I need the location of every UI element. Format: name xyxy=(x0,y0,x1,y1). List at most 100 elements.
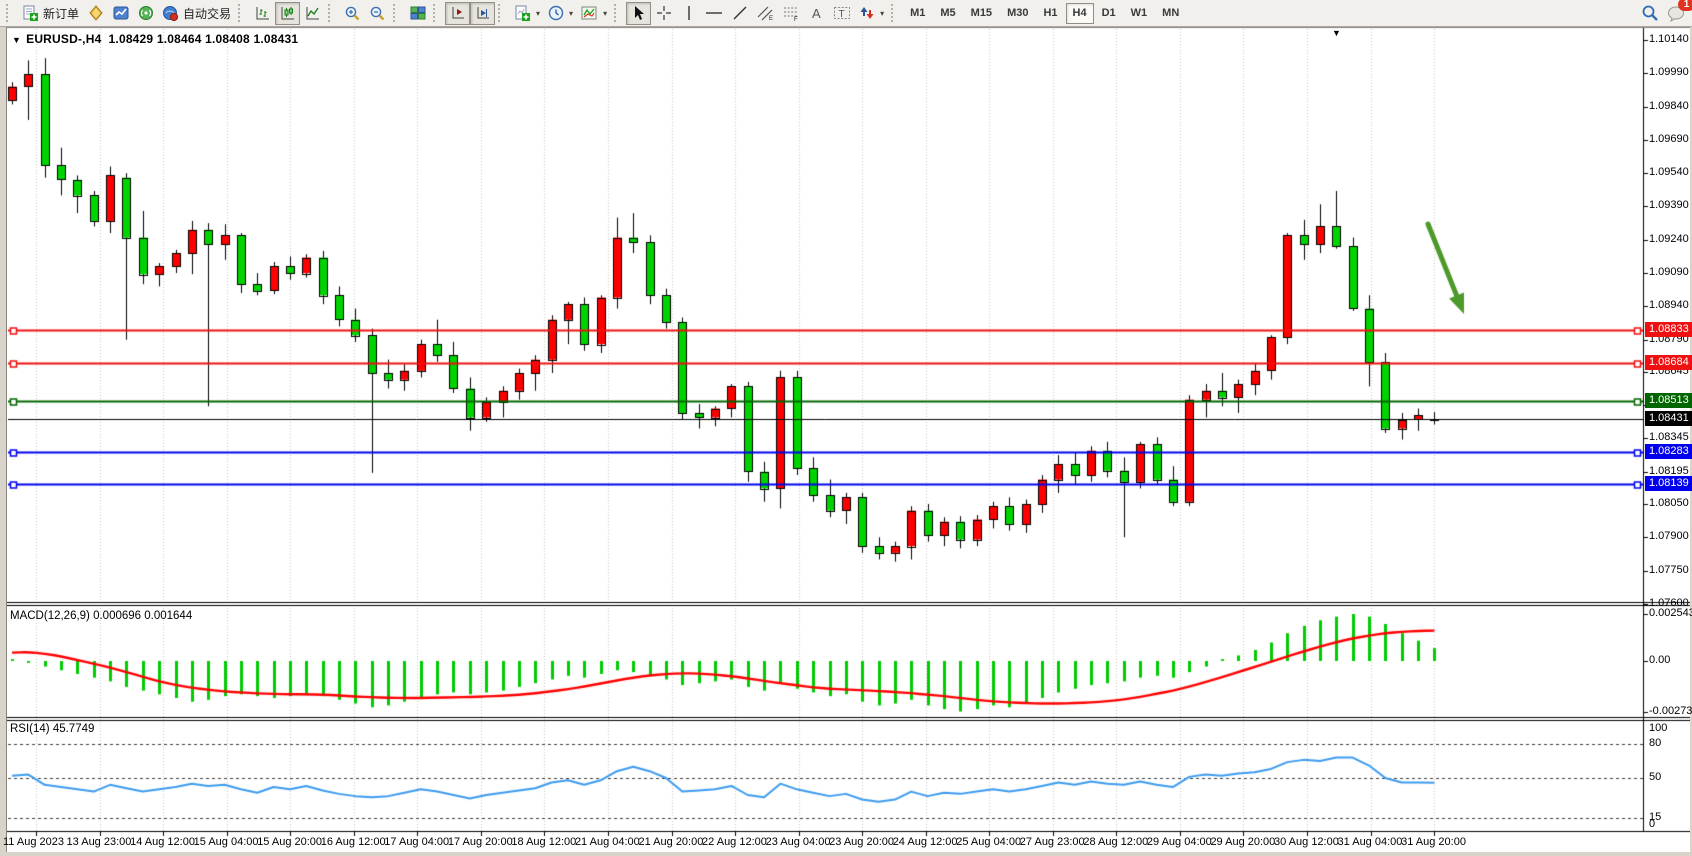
auto-scroll-icon xyxy=(477,7,489,19)
signals-icon xyxy=(138,6,153,20)
timeframe-button-h4[interactable]: H4 xyxy=(1065,2,1094,24)
time-axis-label: 28 Aug 12:00 xyxy=(1083,836,1149,848)
price-axis-tick: 1.07900 xyxy=(1649,530,1689,543)
price-axis-tick: 1.08345 xyxy=(1649,431,1689,444)
ohlc-values: 1.08429 1.08464 1.08408 1.08431 xyxy=(108,32,299,46)
timeframe-button-w1[interactable]: W1 xyxy=(1124,3,1155,24)
fibonacci-tool-button[interactable]: F xyxy=(778,2,804,25)
new-order-icon xyxy=(23,5,38,21)
new-order-button[interactable]: 新订单 xyxy=(18,2,83,25)
horizontal-line-tool-button[interactable] xyxy=(701,2,727,25)
price-chart-canvas[interactable] xyxy=(0,27,1692,856)
macd-axis-tick: 0.002543 xyxy=(1649,606,1692,619)
toolbar-grip[interactable] xyxy=(891,4,898,22)
auto-trading-button[interactable]: 自动交易 xyxy=(158,2,235,25)
tile-windows-button[interactable] xyxy=(405,2,430,25)
zoom-in-button[interactable] xyxy=(340,2,365,25)
time-axis-label: 16 Aug 12:00 xyxy=(320,836,386,848)
crosshair-tool-button[interactable] xyxy=(651,2,676,25)
chevron-down-icon: ▾ xyxy=(603,8,608,18)
auto-trading-icon xyxy=(163,5,179,21)
time-axis-label: 17 Aug 20:00 xyxy=(447,836,513,848)
signals-button[interactable] xyxy=(133,2,158,25)
bar-chart-mode-button[interactable] xyxy=(250,2,275,25)
timeframe-button-m1[interactable]: M1 xyxy=(903,3,932,24)
price-axis-tick: 1.09390 xyxy=(1649,199,1689,212)
bar-chart-icon xyxy=(256,7,269,20)
resistance-line-price-label[interactable]: 1.08684 xyxy=(1645,355,1692,371)
time-axis-label: 18 Aug 12:00 xyxy=(511,836,577,848)
auto-scroll-button[interactable] xyxy=(470,1,496,25)
timeframe-button-m15[interactable]: M15 xyxy=(964,3,999,24)
equidistant-channel-tool-button[interactable]: E xyxy=(752,2,778,25)
indicators-icon xyxy=(581,6,597,20)
horizontal-line-icon xyxy=(706,12,723,14)
toolbar-grip[interactable] xyxy=(433,4,440,22)
timeframe-button-m30[interactable]: M30 xyxy=(1000,3,1035,24)
support-line-price-label[interactable]: 1.08139 xyxy=(1645,476,1692,492)
toolbar-grip[interactable] xyxy=(328,4,335,22)
current-price-line-price-label[interactable]: 1.08431 xyxy=(1645,411,1692,427)
search-button[interactable] xyxy=(1637,2,1663,25)
price-axis-tick: 1.10140 xyxy=(1649,32,1689,45)
price-axis-tick: 1.08195 xyxy=(1649,464,1689,477)
timeframe-button-m5[interactable]: M5 xyxy=(933,3,962,24)
notification-badge[interactable]: 1 xyxy=(1678,0,1692,11)
text-icon: A xyxy=(812,6,821,21)
time-axis-label: 29 Aug 04:00 xyxy=(1146,836,1212,848)
text-tool-button[interactable]: A xyxy=(804,2,829,25)
dropdown-icon[interactable]: ▼ xyxy=(12,35,22,45)
search-icon xyxy=(1642,5,1658,21)
add-template-button[interactable]: ▾ xyxy=(510,2,544,25)
time-axis-label: 14 Aug 12:00 xyxy=(130,836,195,848)
support-line-price-label[interactable]: 1.08513 xyxy=(1645,393,1692,409)
terminal-button[interactable] xyxy=(108,2,133,25)
timeframe-button-mn[interactable]: MN xyxy=(1155,3,1186,24)
toolbar-grip[interactable] xyxy=(6,4,13,22)
zoom-out-button[interactable] xyxy=(365,2,390,25)
rsi-axis-tick: 100 xyxy=(1649,722,1668,734)
timeframe-button-h1[interactable]: H1 xyxy=(1036,3,1064,24)
trendline-tool-button[interactable] xyxy=(727,2,752,25)
chart-shift-marker-icon[interactable]: ▼ xyxy=(1332,28,1341,38)
zoom-out-icon xyxy=(370,6,385,20)
macd-indicator-label: MACD(12,26,9) 0.000696 0.001644 xyxy=(10,610,193,622)
line-chart-mode-button[interactable] xyxy=(300,2,325,25)
chart-shift-button[interactable] xyxy=(445,1,471,25)
vertical-line-tool-button[interactable] xyxy=(676,2,701,25)
time-axis-label: 21 Aug 04:00 xyxy=(574,836,640,848)
price-axis-tick: 1.08940 xyxy=(1649,299,1689,312)
timeframe-button-d1[interactable]: D1 xyxy=(1095,3,1123,24)
toolbar-grip[interactable] xyxy=(238,4,245,22)
chevron-down-icon: ▾ xyxy=(880,8,885,18)
indicators-button[interactable]: ▾ xyxy=(577,2,611,25)
macd-axis-tick: 0.00 xyxy=(1649,654,1671,666)
time-axis-label: 13 Aug 23:00 xyxy=(66,836,132,848)
candlestick-mode-button[interactable] xyxy=(275,1,301,25)
cursor-tool-button[interactable] xyxy=(626,1,652,25)
toolbar-grip[interactable] xyxy=(393,4,400,22)
price-axis-tick: 1.09690 xyxy=(1649,132,1689,145)
main-toolbar: 新订单 xyxy=(0,0,1692,27)
chart-objects-button[interactable] xyxy=(83,2,108,25)
text-label-tool-button[interactable]: T xyxy=(829,2,855,25)
time-axis-label: 27 Aug 23:00 xyxy=(1019,836,1085,848)
periods-button[interactable]: ▾ xyxy=(544,2,577,25)
support-line-price-label[interactable]: 1.08283 xyxy=(1645,444,1692,460)
macd-axis-tick: -0.002733 xyxy=(1649,704,1692,717)
window-bottom-frame xyxy=(0,852,1692,856)
rsi-axis-tick: 0 xyxy=(1649,818,1656,830)
tile-windows-icon xyxy=(410,6,426,20)
auto-trading-label: 自动交易 xyxy=(183,6,232,21)
svg-text:F: F xyxy=(794,17,798,21)
resistance-line-price-label[interactable]: 1.08833 xyxy=(1645,322,1692,338)
chart-shift-icon xyxy=(452,7,464,19)
time-axis-label: 23 Aug 04:00 xyxy=(765,836,831,848)
line-chart-icon xyxy=(306,7,319,20)
toolbar-grip[interactable] xyxy=(614,4,621,22)
toolbar-grip[interactable] xyxy=(498,4,505,22)
arrows-tool-button[interactable]: ▾ xyxy=(855,2,888,25)
terminal-icon xyxy=(113,6,129,20)
svg-text:A: A xyxy=(812,6,821,21)
